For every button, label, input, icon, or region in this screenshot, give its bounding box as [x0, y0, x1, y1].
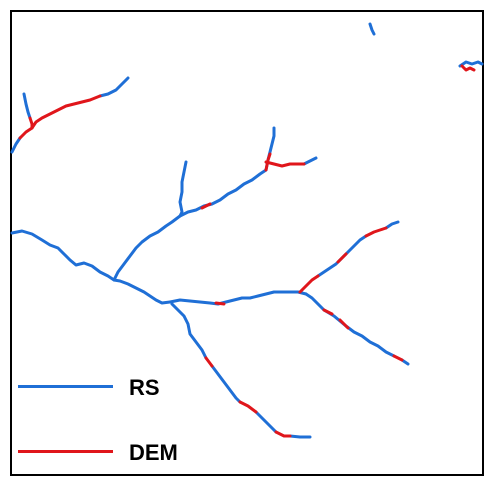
- dem-main-dash: [214, 301, 226, 306]
- dem-central-fork: [264, 152, 272, 172]
- dem-ul-branch: [28, 116, 34, 130]
- dem-south-2: [238, 400, 258, 414]
- legend-dem-label: DEM: [129, 440, 178, 465]
- dem-central-right: [264, 160, 306, 168]
- legend-rs-label: RS: [129, 375, 160, 400]
- rs-trib-se: [304, 292, 396, 358]
- rs-tr-corner: [458, 60, 484, 68]
- rs-main-left: [10, 229, 172, 305]
- dem-network: [18, 64, 476, 438]
- rs-main-right: [168, 290, 308, 306]
- rs-trib-south-mid: [210, 364, 242, 404]
- rs-trib-small: [178, 160, 188, 218]
- dem-se-2: [338, 318, 350, 330]
- rs-trib-ne-top: [384, 220, 400, 230]
- rs-tr-fragment: [368, 22, 376, 36]
- dem-south-3: [274, 430, 292, 438]
- rs-trib-south-end: [288, 434, 312, 439]
- dem-ne-3: [364, 226, 388, 238]
- legend-rs-line: [18, 385, 113, 388]
- map-frame: [10, 10, 484, 476]
- rs-trib-central-right: [302, 156, 318, 166]
- dem-ne: [298, 274, 320, 294]
- dem-se-3: [392, 354, 404, 362]
- rs-trib-south-low: [254, 410, 278, 434]
- dem-ul-main: [18, 94, 102, 140]
- dem-small-main: [200, 202, 212, 210]
- rs-ul-trib: [98, 76, 130, 98]
- dem-se-1: [322, 308, 334, 316]
- rs-trib-south: [170, 302, 208, 360]
- legend-dem-line: [18, 450, 113, 453]
- rs-ul-stream: [10, 136, 22, 154]
- dem-tr-corner: [460, 64, 476, 72]
- rs-ul-top: [22, 92, 32, 120]
- rs-trib-central: [112, 168, 268, 282]
- dem-ne-2: [336, 252, 348, 264]
- rs-network: [10, 22, 484, 439]
- dem-south-1: [204, 356, 214, 368]
